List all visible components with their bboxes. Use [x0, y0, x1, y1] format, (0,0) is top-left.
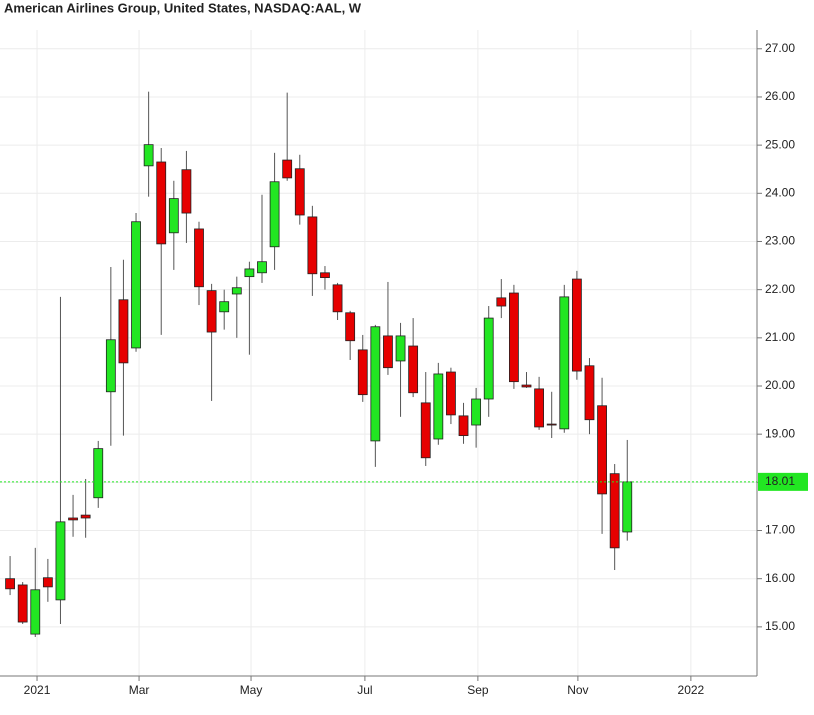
y-tick-label: 15.00 [765, 619, 795, 633]
candle-body [68, 517, 78, 521]
candle-body [257, 261, 267, 274]
candle-body [408, 345, 419, 394]
candle-body [168, 198, 179, 234]
candle-body [571, 278, 582, 372]
candle-body [156, 161, 167, 245]
y-tick-label: 16.00 [765, 571, 795, 585]
candle-body [244, 268, 255, 278]
y-tick-label: 24.00 [765, 185, 795, 199]
candle-body [219, 301, 230, 313]
candle-body [622, 481, 633, 533]
y-tick-label: 25.00 [765, 137, 795, 151]
candle-body [105, 339, 116, 393]
y-tick-label: 19.00 [765, 426, 795, 440]
candle-body [584, 365, 595, 421]
candle-body [55, 521, 66, 601]
candle-body [357, 349, 368, 396]
x-tick-label: May [240, 683, 263, 697]
candle-body [395, 335, 406, 362]
candle-body [370, 326, 381, 442]
candle-body [559, 296, 570, 430]
candle-body [30, 589, 41, 635]
candle-body [534, 388, 544, 428]
candle-body [446, 371, 456, 416]
y-tick-label: 22.00 [765, 282, 795, 296]
candle-body [131, 221, 141, 349]
candle-body [80, 514, 91, 519]
last-price-label: 18.01 [765, 474, 795, 488]
candle-body [194, 228, 204, 288]
candle-body [509, 292, 519, 383]
candle-body [332, 284, 343, 313]
candle-body [282, 159, 293, 179]
candle-body [206, 290, 217, 333]
x-tick-label: Mar [129, 683, 150, 697]
candle-body [546, 423, 557, 426]
candle-body [458, 415, 469, 437]
x-tick-label: 2021 [24, 683, 51, 697]
x-tick-label: Jul [357, 683, 372, 697]
y-tick-label: 21.00 [765, 330, 795, 344]
candle-body [521, 384, 532, 388]
candle-body [496, 297, 507, 307]
y-tick-label: 17.00 [765, 523, 795, 537]
last-price-box [758, 472, 808, 491]
candle-body [269, 181, 280, 248]
chart-title: American Airlines Group, United States, … [4, 0, 362, 15]
candle-body [320, 272, 330, 279]
candle-body [383, 335, 393, 369]
x-tick-label: 2022 [678, 683, 705, 697]
candle-body [471, 398, 482, 426]
candle-body [345, 312, 356, 342]
x-tick-label: Nov [567, 683, 588, 697]
y-tick-label: 20.00 [765, 378, 795, 392]
candle-body [181, 169, 192, 214]
y-tick-label: 27.00 [765, 41, 795, 55]
y-tick-label: 23.00 [765, 234, 795, 248]
candle-body [143, 144, 154, 167]
candle-body [609, 473, 620, 549]
candle-body [42, 577, 53, 588]
candle-body [420, 402, 431, 459]
candle-body [597, 405, 607, 495]
x-tick-label: Sep [467, 683, 489, 697]
candle-body [93, 448, 104, 499]
candle-body [433, 373, 444, 440]
y-tick-label: 26.00 [765, 89, 795, 103]
candle-body [118, 299, 129, 364]
candle-body [307, 216, 318, 275]
candle-body [17, 584, 28, 623]
candle-body [483, 317, 494, 400]
candle-body [294, 168, 305, 216]
candle-body [5, 578, 15, 590]
candle-body [231, 287, 242, 295]
